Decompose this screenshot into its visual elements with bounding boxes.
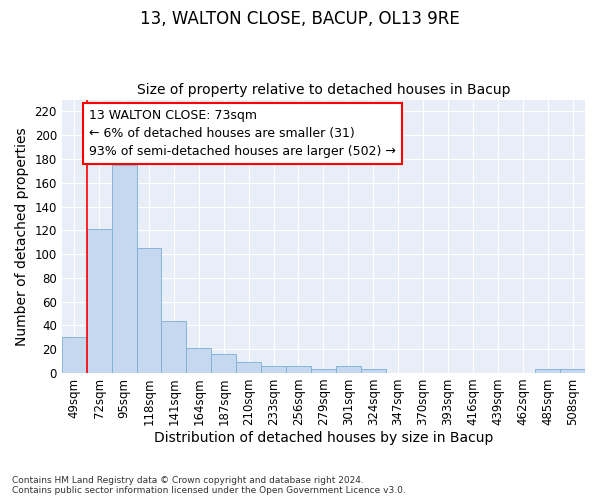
Bar (286, 366, 311, 373)
Bar (187, 348, 211, 373)
Bar (112, 165, 137, 373)
Bar (336, 366, 361, 373)
Bar (236, 362, 261, 373)
Bar (361, 370, 386, 373)
Bar (161, 320, 187, 373)
Y-axis label: Number of detached properties: Number of detached properties (15, 127, 29, 346)
Bar (62, 338, 87, 373)
Bar (137, 248, 161, 373)
Text: 13, WALTON CLOSE, BACUP, OL13 9RE: 13, WALTON CLOSE, BACUP, OL13 9RE (140, 10, 460, 28)
Bar (311, 370, 336, 373)
X-axis label: Distribution of detached houses by size in Bacup: Distribution of detached houses by size … (154, 431, 493, 445)
Bar (211, 354, 236, 373)
Title: Size of property relative to detached houses in Bacup: Size of property relative to detached ho… (137, 83, 510, 97)
Bar (535, 370, 560, 373)
Text: 13 WALTON CLOSE: 73sqm
← 6% of detached houses are smaller (31)
93% of semi-deta: 13 WALTON CLOSE: 73sqm ← 6% of detached … (89, 109, 396, 158)
Text: Contains HM Land Registry data © Crown copyright and database right 2024.
Contai: Contains HM Land Registry data © Crown c… (12, 476, 406, 495)
Bar (560, 370, 585, 373)
Bar (87, 229, 112, 373)
Bar (261, 366, 286, 373)
